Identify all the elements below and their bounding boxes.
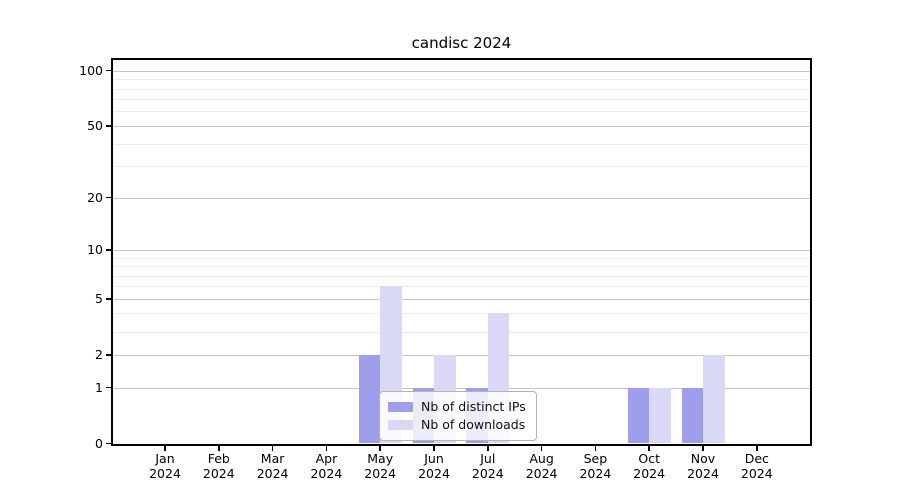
x-tick-mark — [218, 446, 220, 451]
y-tick-label: 2 — [95, 346, 103, 362]
gridline-minor — [113, 88, 810, 90]
x-tick-label-apr: Apr 2024 — [296, 451, 356, 481]
y-tick-label: 10 — [87, 241, 103, 257]
gridline-major — [113, 125, 810, 127]
x-tick-year: 2024 — [202, 466, 235, 481]
x-tick-label-jan: Jan 2024 — [135, 451, 195, 481]
gridline-minor — [113, 286, 810, 288]
x-tick-month: Jul — [480, 451, 496, 466]
x-tick-mark — [487, 446, 489, 451]
x-tick-month: Aug — [529, 451, 554, 466]
x-tick-year: 2024 — [256, 466, 289, 481]
x-tick-mark — [271, 446, 274, 451]
x-tick-month: Dec — [744, 451, 769, 466]
gridline-minor — [113, 111, 810, 113]
gridline-major — [113, 387, 810, 389]
x-tick-month: Apr — [315, 451, 338, 466]
y-tick-label: 20 — [87, 189, 103, 205]
y-tick-mark — [106, 354, 111, 356]
bar-distinct-ips-oct — [627, 387, 650, 444]
x-tick-month: Feb — [207, 451, 230, 466]
gridline-major — [113, 249, 810, 251]
y-tick-mark — [106, 298, 111, 300]
legend-swatch-distinct-ips — [388, 402, 413, 412]
gridline-minor — [113, 79, 810, 81]
y-tick-mark — [106, 442, 111, 445]
y-tick-mark — [106, 69, 111, 72]
x-tick-year: 2024 — [364, 466, 397, 481]
x-tick-year: 2024 — [525, 466, 558, 481]
x-tick-mark — [379, 446, 381, 451]
x-tick-month: Jun — [424, 451, 444, 466]
x-tick-year: 2024 — [579, 466, 612, 481]
x-tick-label-oct: Oct 2024 — [619, 451, 679, 481]
x-tick-mark — [540, 446, 543, 451]
gridline-minor — [113, 166, 810, 168]
gridline-major — [113, 197, 810, 199]
x-tick-label-nov: Nov 2024 — [673, 451, 733, 481]
gridline-minor — [113, 275, 810, 277]
gridline-minor — [113, 257, 810, 259]
x-tick-mark — [648, 446, 650, 451]
legend-swatch-downloads — [388, 420, 413, 430]
legend-label-distinct-ips: Nb of distinct IPs — [421, 399, 526, 414]
x-tick-label-dec: Dec 2024 — [727, 451, 787, 481]
chart-title: candisc 2024 — [411, 34, 512, 52]
x-tick-month: Sep — [583, 451, 608, 466]
legend-label-downloads: Nb of downloads — [421, 417, 526, 432]
x-tick-label-aug: Aug 2024 — [512, 451, 572, 481]
gridline-minor — [113, 313, 810, 315]
gridline-minor — [113, 99, 810, 101]
y-tick-label: 100 — [79, 62, 103, 78]
bar-distinct-ips-may — [358, 354, 381, 444]
x-tick-month: Oct — [638, 451, 660, 466]
x-tick-mark — [325, 446, 328, 451]
x-tick-year: 2024 — [149, 466, 181, 481]
bar-downloads-oct — [649, 387, 671, 444]
x-tick-year: 2024 — [418, 466, 450, 481]
bar-distinct-ips-nov — [681, 387, 703, 444]
x-tick-label-jul: Jul 2024 — [458, 451, 518, 481]
x-tick-year: 2024 — [633, 466, 666, 481]
gridline-minor — [113, 143, 810, 145]
x-tick-mark — [594, 446, 597, 451]
bar-downloads-nov — [703, 354, 725, 444]
legend-item-distinct-ips: Nb of distinct IPs — [388, 399, 526, 415]
gridline-minor — [113, 331, 810, 333]
x-tick-month: Nov — [690, 451, 716, 466]
x-tick-label-jun: Jun 2024 — [404, 451, 464, 481]
x-tick-month: Jan — [155, 451, 175, 466]
x-tick-label-mar: Mar 2024 — [243, 451, 303, 481]
y-tick-label: 1 — [95, 379, 103, 395]
x-tick-mark — [164, 446, 166, 451]
x-tick-year: 2024 — [310, 466, 343, 481]
x-tick-mark — [756, 446, 758, 451]
x-tick-mark — [433, 446, 435, 451]
gridline-major — [113, 70, 810, 72]
x-tick-month: Mar — [260, 451, 285, 466]
plot-area: Nb of distinct IPs Nb of downloads — [111, 58, 812, 446]
gridline-major — [113, 354, 810, 356]
x-tick-year: 2024 — [687, 466, 719, 481]
x-tick-label-may: May 2024 — [350, 451, 410, 481]
gridline-major — [113, 298, 810, 300]
y-tick-mark — [106, 249, 111, 251]
x-tick-mark — [702, 446, 704, 451]
y-tick-mark — [106, 386, 111, 389]
y-tick-label: 0 — [95, 435, 103, 451]
x-tick-year: 2024 — [740, 466, 773, 481]
y-tick-mark — [106, 196, 111, 199]
legend: Nb of distinct IPs Nb of downloads — [379, 391, 537, 441]
x-tick-year: 2024 — [471, 466, 504, 481]
legend-item-downloads: Nb of downloads — [388, 417, 526, 433]
gridline-minor — [113, 266, 810, 267]
x-tick-label-feb: Feb 2024 — [189, 451, 249, 481]
y-tick-mark — [106, 125, 111, 127]
x-tick-label-sep: Sep 2024 — [565, 451, 625, 481]
x-tick-month: May — [367, 451, 394, 466]
y-tick-label: 50 — [87, 117, 103, 133]
y-tick-label: 5 — [95, 290, 103, 306]
